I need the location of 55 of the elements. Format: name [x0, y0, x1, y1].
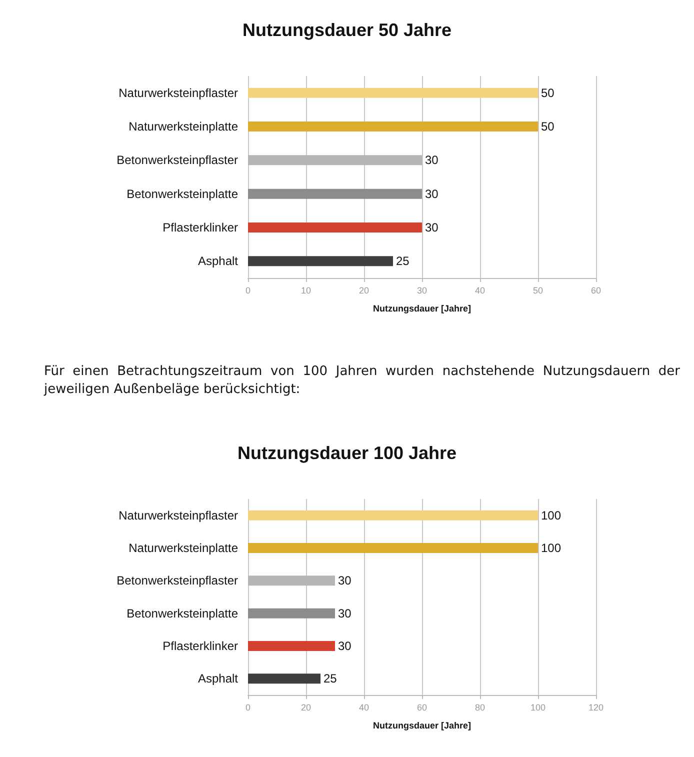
- y-tick-label: Pflasterklinker: [162, 220, 238, 234]
- x-tick-label: 120: [588, 702, 604, 712]
- data-label: 50: [541, 86, 555, 100]
- data-label: 30: [338, 574, 352, 588]
- bar: [248, 122, 538, 132]
- x-tick-label: 100: [530, 702, 546, 712]
- x-tick-label: 0: [245, 286, 251, 296]
- x-tick-label: 30: [416, 286, 428, 296]
- x-axis-title: Nutzungsdauer [Jahre]: [372, 720, 472, 730]
- chart-title: Nutzungsdauer 100 Jahre: [237, 443, 457, 463]
- x-tick-label: 80: [474, 702, 486, 712]
- bar: [248, 256, 393, 266]
- y-tick-label: Naturwerksteinplatte: [128, 120, 238, 134]
- y-tick-label: Asphalt: [198, 672, 239, 686]
- data-label: 50: [541, 120, 555, 134]
- y-tick-label: Betonwerksteinplatte: [126, 186, 238, 201]
- chart-title: Nutzungsdauer 50 Jahre: [242, 20, 452, 40]
- y-tick-label: Betonwerksteinpflaster: [116, 153, 238, 168]
- y-tick-label: Betonwerksteinpflaster: [116, 574, 238, 588]
- x-tick-label: 40: [358, 702, 370, 712]
- data-label: 30: [338, 639, 352, 653]
- y-tick-label: Naturwerksteinpflaster: [118, 508, 238, 522]
- data-label: 30: [425, 220, 439, 234]
- bar: [248, 543, 538, 553]
- bar: [248, 188, 422, 199]
- x-tick-label: 60: [416, 702, 428, 712]
- data-label: 25: [324, 672, 338, 686]
- bar: [248, 510, 538, 520]
- data-label: 30: [425, 186, 439, 201]
- data-label: 25: [396, 254, 410, 268]
- bar: [248, 608, 335, 618]
- data-label: 30: [338, 606, 352, 620]
- bar: [248, 222, 422, 232]
- data-label: 30: [425, 153, 439, 168]
- x-tick-label: 10: [300, 286, 312, 296]
- bar: [248, 155, 422, 166]
- data-label: 100: [541, 541, 562, 555]
- bar: [248, 576, 335, 586]
- x-tick-label: 40: [474, 286, 486, 296]
- x-tick-label: 60: [590, 286, 602, 296]
- x-tick-label: 20: [358, 286, 370, 296]
- x-tick-label: 50: [532, 286, 544, 296]
- x-tick-label: 20: [300, 702, 312, 712]
- bar: [248, 641, 335, 651]
- y-tick-label: Naturwerksteinpflaster: [118, 86, 238, 100]
- y-tick-label: Asphalt: [198, 254, 239, 268]
- text: Für einen Betrachtungszeitraum von 100 Jahren wurden nachstehende Nutzungsdauern der jeweiligen Außenbeläge berücksichtigt:: [44, 363, 680, 399]
- y-tick-label: Betonwerksteinplatte: [126, 606, 238, 620]
- bar: [248, 674, 320, 684]
- y-tick-label: Pflasterklinker: [162, 639, 238, 653]
- y-tick-label: Naturwerksteinplatte: [128, 541, 238, 555]
- x-tick-label: 0: [245, 702, 251, 712]
- data-label: 100: [541, 508, 562, 522]
- bar: [248, 88, 538, 98]
- x-axis-title: Nutzungsdauer [Jahre]: [372, 304, 472, 314]
